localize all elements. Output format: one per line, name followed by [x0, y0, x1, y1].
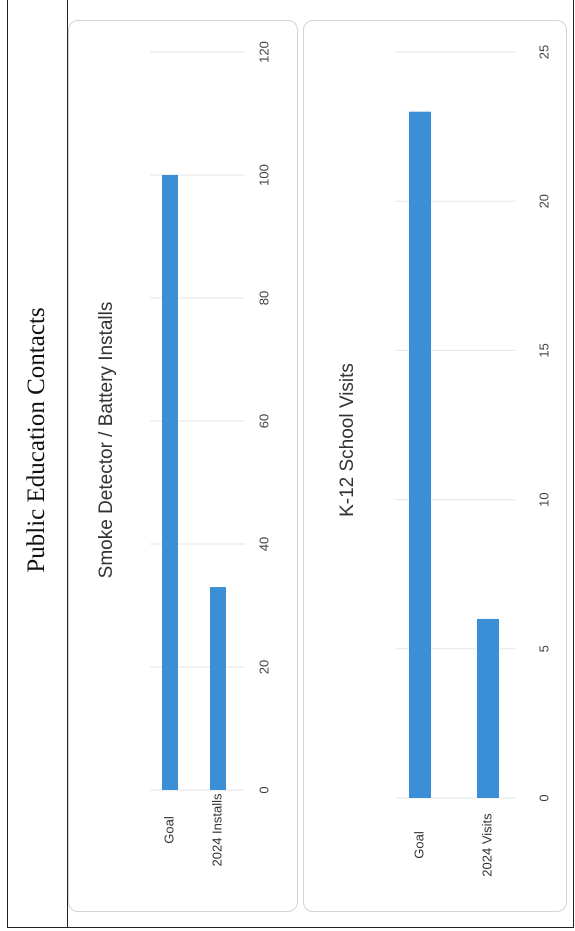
category-label: Goal [161, 816, 176, 844]
bar [162, 175, 178, 790]
chart-panel-school-visits [303, 20, 567, 912]
title-band [7, 0, 68, 928]
page-frame [7, 0, 574, 928]
tick-label: 80 [256, 291, 271, 305]
bar [477, 618, 499, 798]
chart-title: K-12 School Visits [337, 363, 358, 517]
chart-panel-smoke-detector [68, 20, 298, 912]
category-label: 2024 Visits [479, 813, 494, 877]
chart-1: 0 20 40 60 80 100 120 Smoke Detector / Battery … [96, 41, 271, 866]
tick-label: 60 [256, 414, 271, 428]
tick-label: 40 [256, 537, 271, 551]
tick-label: 10 [536, 492, 551, 506]
tick-label: 0 [536, 794, 551, 801]
tick-label: 5 [536, 645, 551, 652]
tick-label: 120 [256, 41, 271, 63]
bar [210, 587, 226, 790]
tick-label: 15 [536, 343, 551, 357]
tick-label: 0 [256, 786, 271, 793]
bar [409, 111, 431, 799]
chart-2: 0 5 10 15 20 25 K-12 School Visits Goal 2024 Vis… [337, 45, 551, 877]
category-label: 2024 Installs [209, 793, 224, 866]
tick-label: 25 [536, 45, 551, 59]
tick-label: 20 [256, 660, 271, 674]
category-label: Goal [411, 831, 426, 859]
tick-label: 100 [256, 164, 271, 186]
tick-label: 20 [536, 194, 551, 208]
chart-title: Smoke Detector / Battery Installs [96, 302, 117, 579]
